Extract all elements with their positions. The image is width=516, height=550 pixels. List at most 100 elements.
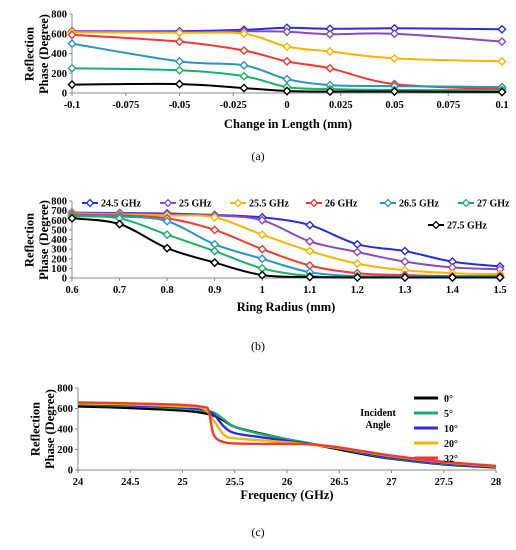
legend-label: 20° (444, 439, 458, 450)
data-point-marker (497, 56, 507, 66)
legend-swatch-marker (431, 220, 441, 230)
legend-item: 25.5 GHz (230, 199, 290, 210)
data-point-marker (210, 225, 220, 235)
y-tick-label: 800 (51, 197, 67, 208)
data-point-marker (174, 56, 185, 66)
legend-title: Angle (366, 420, 392, 431)
x-tick-label: -0.1 (64, 100, 81, 111)
data-point-marker (239, 71, 249, 81)
legend-swatch-marker (461, 198, 471, 208)
data-point-marker (174, 28, 185, 38)
x-axis-label: Change in Length (mm) (224, 117, 352, 131)
data-point-marker (257, 230, 267, 240)
series-line (71, 217, 500, 279)
legend-swatch-marker (309, 198, 319, 208)
data-point-marker (400, 257, 410, 267)
series-24-5-ghz (67, 207, 505, 272)
series-line (77, 401, 497, 468)
data-point-marker (239, 29, 249, 39)
y-tick-label: 400 (51, 49, 67, 60)
legend-label: 10° (444, 424, 458, 435)
figure-caption: (c) (251, 525, 264, 539)
data-point-marker (67, 80, 77, 90)
y-tick-label: 200 (51, 69, 67, 80)
legend-swatch-marker (383, 198, 393, 208)
data-point-marker (352, 239, 362, 249)
data-point-marker (495, 272, 505, 283)
x-tick-label: 24.5 (121, 477, 139, 488)
series-25-ghz (67, 208, 505, 274)
data-point-marker (174, 65, 185, 75)
data-point-marker (210, 212, 220, 222)
data-point-marker (325, 86, 335, 97)
legend-label: 0° (444, 394, 453, 405)
legend-item: 24.5 GHz (82, 199, 142, 210)
data-point-marker (282, 74, 292, 84)
data-point-marker (325, 63, 335, 73)
legend-item: 0° (414, 394, 453, 405)
y-tick-label: 500 (51, 225, 67, 236)
x-axis-label: Ring Radius (mm) (237, 300, 336, 314)
x-tick-label: 1.5 (493, 285, 506, 296)
data-point-marker (352, 247, 362, 257)
data-point-marker (67, 63, 77, 73)
x-tick-label: 1.2 (351, 285, 364, 296)
x-tick-label: 1 (260, 285, 265, 296)
data-point-marker (174, 37, 185, 47)
x-tick-label: 0.7 (113, 285, 126, 296)
y-axis-label: ReflectionPhase (Degree) (23, 14, 51, 94)
x-tick-label: 24 (73, 477, 84, 488)
x-tick-label: 0.075 (436, 100, 460, 111)
y-tick-label: 600 (51, 216, 67, 227)
y-tick-label: 0 (62, 274, 67, 285)
y-tick-label: 200 (57, 445, 73, 456)
x-tick-label: 0.1 (495, 100, 508, 111)
data-point-marker (282, 56, 292, 66)
y-tick-label: 0 (68, 466, 73, 477)
data-point-marker (162, 216, 172, 226)
chart-a: 0 200 400 600 800 -0.1 -0.075 -0.05 -0.025 0 0.025… (23, 10, 509, 164)
x-tick-label: 28 (491, 477, 502, 488)
legend-item: 26.5 GHz (380, 199, 440, 210)
x-tick-label: 26.5 (330, 477, 348, 488)
x-tick-label: 27.5 (435, 477, 453, 488)
legend-item: 25 GHz (160, 199, 212, 210)
legend-label: 25.5 GHz (249, 199, 290, 210)
data-point-marker (239, 45, 249, 56)
data-point-marker (210, 258, 220, 268)
legend-label: 32° (444, 454, 458, 465)
legend-swatch-marker (233, 198, 243, 208)
legend-label: 27 GHz (477, 199, 510, 210)
y-axis-label: ReflectionPhase (Degree) (29, 389, 57, 469)
legend-swatch-marker (163, 198, 173, 208)
y-axis-label-line: Reflection (29, 402, 43, 456)
data-point-marker (325, 46, 335, 57)
x-tick-label: 1.1 (303, 285, 316, 296)
series-27-5-ghz (67, 213, 505, 283)
x-tick-label: 25.5 (226, 477, 244, 488)
data-point-marker (389, 29, 400, 39)
data-point-marker (305, 272, 315, 282)
data-point-marker (497, 87, 507, 97)
data-point-marker (497, 37, 507, 47)
data-point-marker (352, 272, 362, 283)
data-point-marker (305, 236, 315, 247)
legend-label: 5° (444, 409, 453, 420)
figure-caption: (b) (251, 339, 265, 353)
y-tick-label: 400 (57, 425, 73, 436)
series-line (71, 212, 501, 276)
legend-label: 26 GHz (325, 199, 358, 210)
data-point-marker (282, 41, 292, 52)
data-point-marker (257, 215, 267, 225)
data-point-marker (210, 246, 220, 256)
x-tick-label: -0.05 (169, 100, 191, 111)
data-point-marker (162, 243, 172, 253)
y-tick-label: 600 (57, 404, 73, 415)
x-axis-label: Frequency (GHz) (240, 488, 333, 502)
y-tick-label: 600 (51, 29, 67, 40)
y-tick-label: 800 (57, 384, 73, 395)
series-line (77, 402, 497, 469)
x-tick-label: 0 (284, 100, 289, 111)
